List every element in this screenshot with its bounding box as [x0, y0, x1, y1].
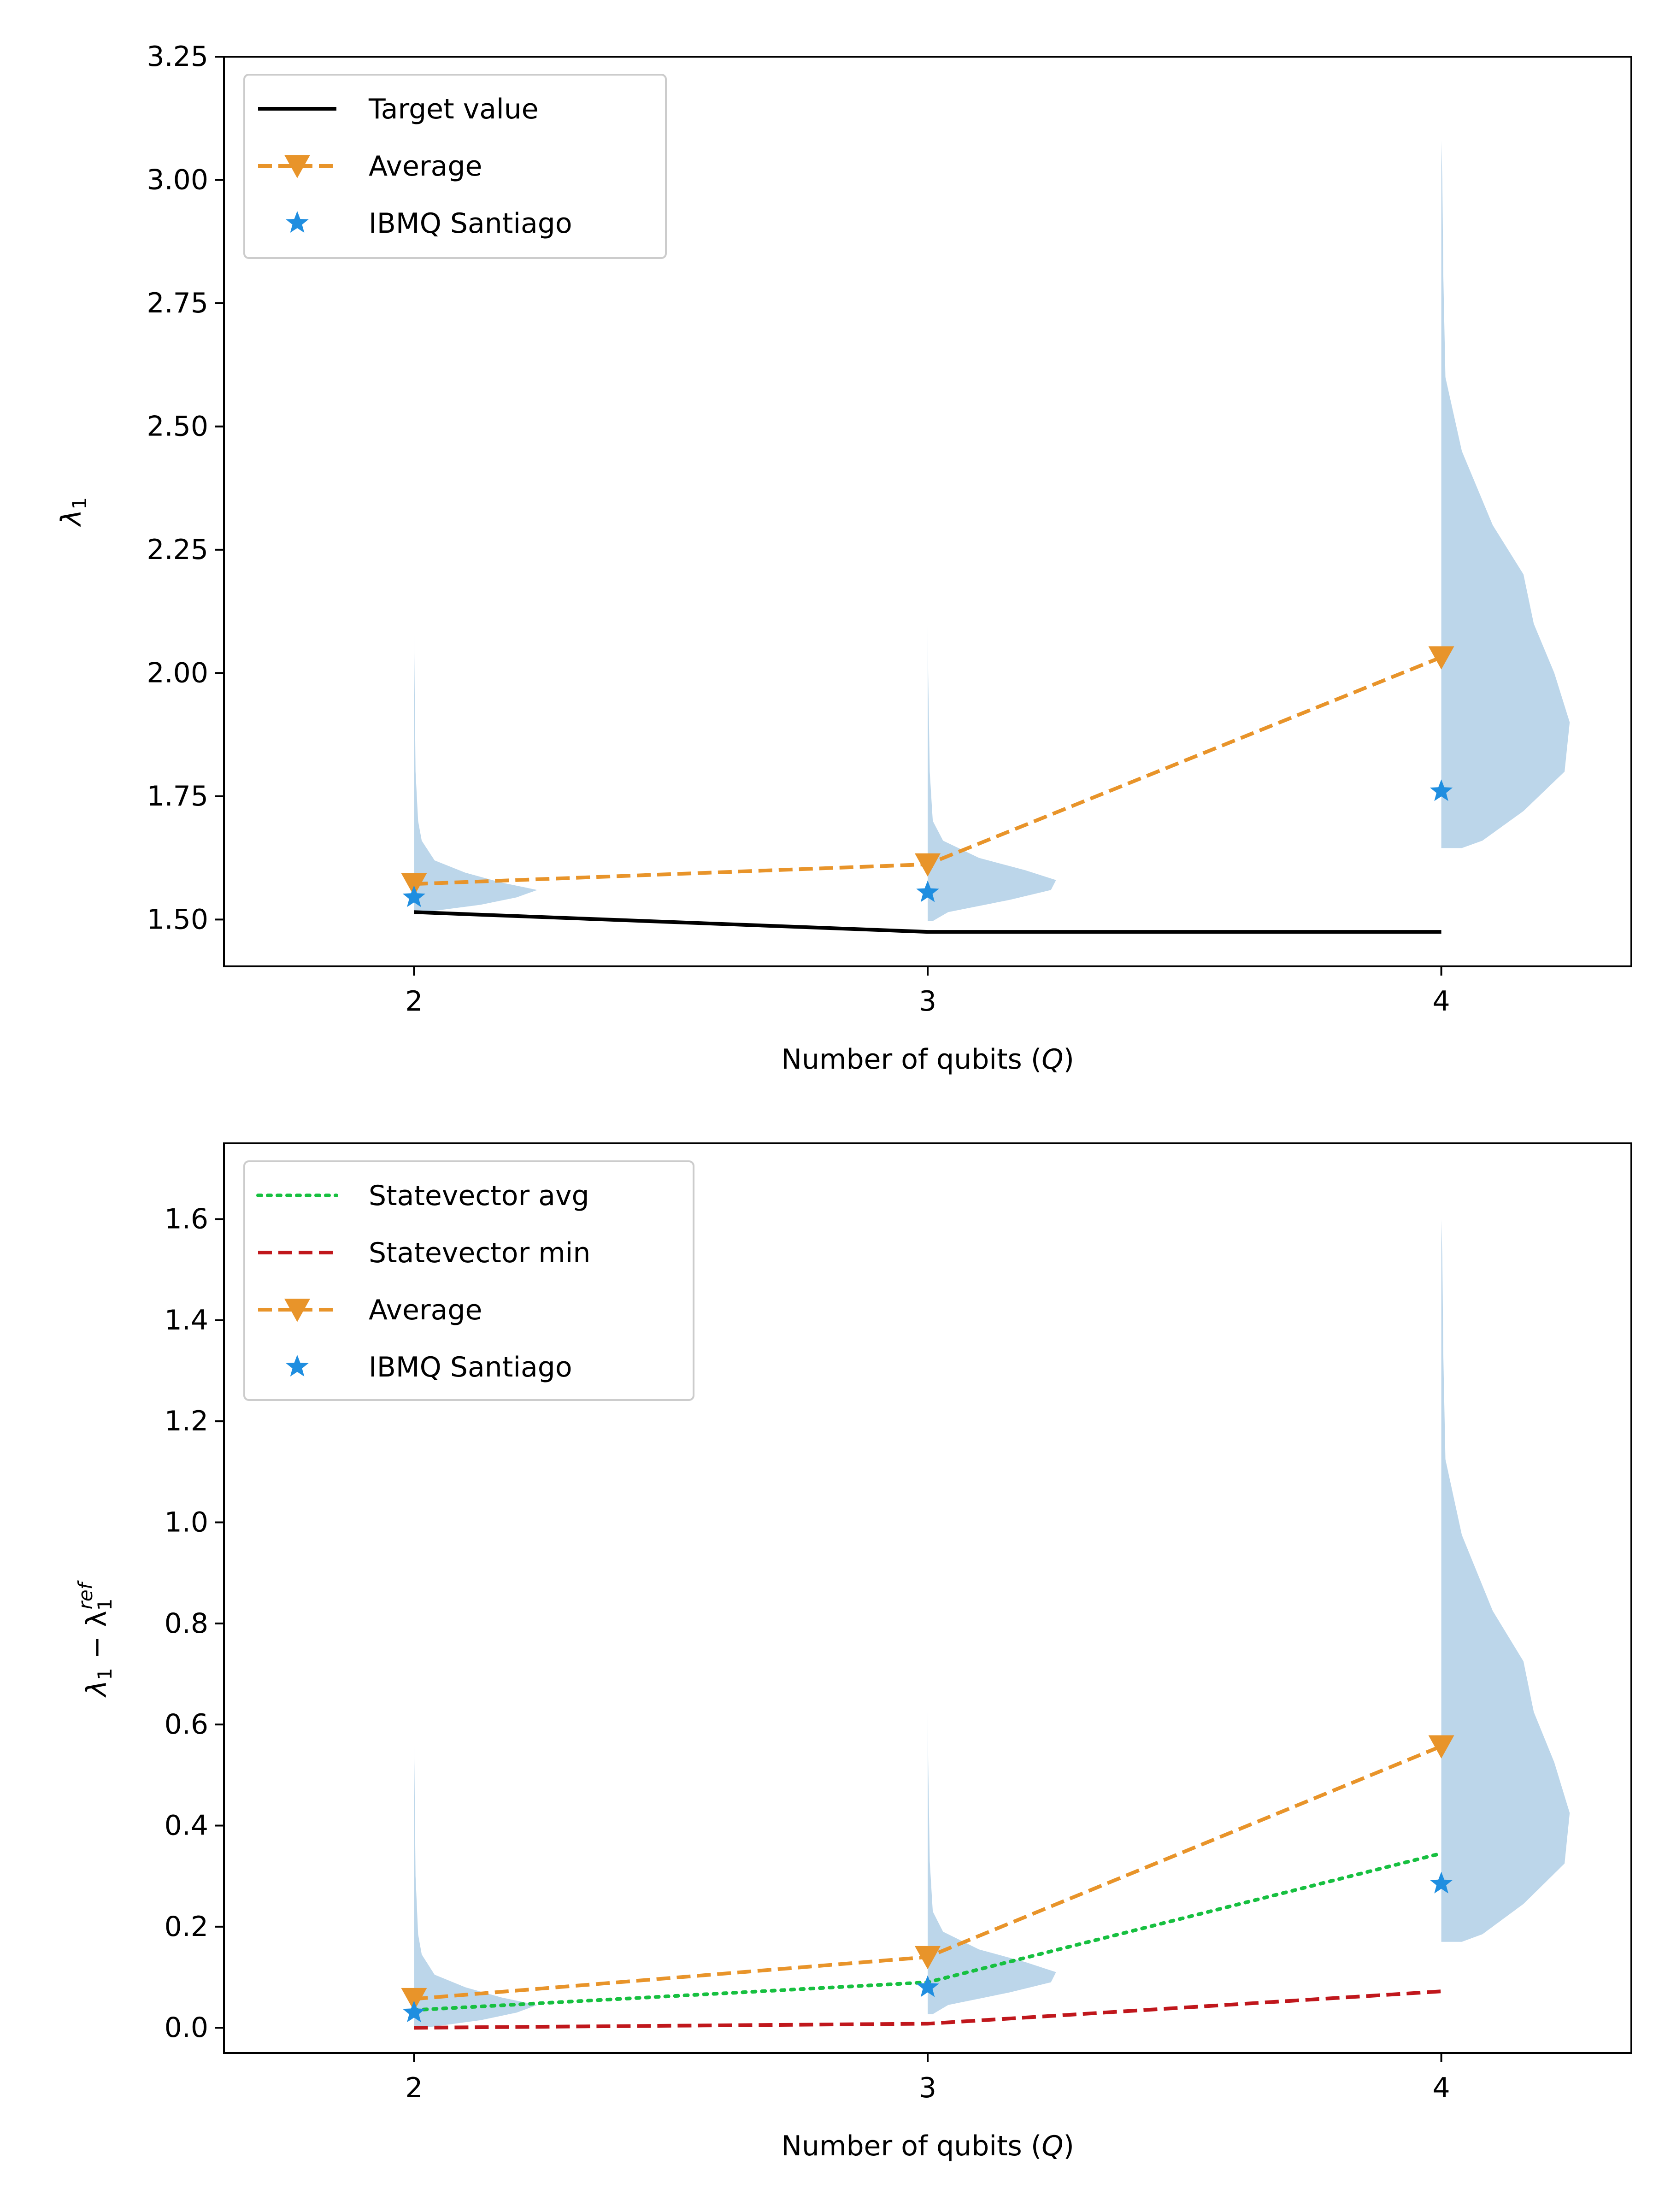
top-xtick-label: 4	[1433, 985, 1450, 1018]
bottom-legend-statevector-min-label: Statevector min	[369, 1237, 590, 1269]
bottom-x-axis-label: Number of qubits (Q)	[781, 2130, 1074, 2162]
top-legend: Target value Average IBMQ Santiago	[243, 74, 667, 259]
top-ytick-label: 2.50	[147, 410, 208, 442]
top-ytick-label: 2.75	[147, 287, 208, 319]
bottom-legend: Statevector avg Statevector min Average IBM…	[243, 1160, 694, 1401]
top-xtick-label: 3	[919, 985, 936, 1018]
top-violin-q4	[1441, 140, 1570, 848]
bottom-xtick-label: 3	[919, 2072, 936, 2104]
bottom-xtick-label: 2	[405, 2072, 423, 2104]
bottom-legend-box	[243, 1160, 694, 1401]
bottom-ytick-label: 0.0	[165, 2012, 208, 2044]
bottom-y-axis-label: λ1 − λ1ref	[74, 1580, 116, 1698]
bottom-ibmq-santiago-marker-q3	[916, 1975, 939, 1997]
bottom-legend-ibmq-santiago-marker	[286, 1355, 309, 1377]
top-ytick-label: 3.25	[147, 41, 208, 73]
top-x-axis-label: Number of qubits (Q)	[781, 1043, 1074, 1076]
top-y-axis-label: λ1	[55, 497, 91, 527]
top-ibmq-santiago-marker-q2	[402, 885, 426, 907]
top-target-value-line	[414, 910, 1441, 934]
top-legend-ibmq-santiago-marker	[286, 211, 309, 233]
bottom-average-marker-q2	[401, 1988, 427, 2012]
bottom-ytick-label: 0.4	[165, 1810, 208, 1842]
top-violin-q2	[414, 629, 537, 912]
top-ytick-label: 3.00	[147, 164, 208, 196]
bottom-axes: 0.0 0.2 0.4 0.6 0.8 1.0 1.2 1.4 1.6 2 3 4	[165, 1142, 1632, 2104]
bottom-legend-average-marker	[284, 1299, 310, 1322]
top-legend-ibmq-santiago-label: IBMQ Santiago	[369, 207, 572, 240]
bottom-panel: 0.0 0.2 0.4 0.6 0.8 1.0 1.2 1.4 1.6 2 3 4 Number of…	[74, 1142, 1632, 2162]
top-violin-q3	[928, 624, 1056, 921]
top-axes: 1.50 1.75 2.00 2.25 2.50 2.75 3.00 3.25 2 3 4	[147, 41, 1632, 1018]
bottom-legend-average-label: Average	[369, 1294, 482, 1326]
top-legend-box	[243, 74, 667, 259]
top-average-marker-q4	[1428, 646, 1454, 670]
top-ytick-label: 2.00	[147, 657, 208, 689]
top-panel: 1.50 1.75 2.00 2.25 2.50 2.75 3.00 3.25 2 3 4 Numb…	[55, 41, 1632, 1076]
bottom-ytick-label: 1.4	[165, 1304, 208, 1336]
top-series	[401, 646, 1454, 934]
bottom-ytick-label: 0.2	[165, 1911, 208, 1943]
bottom-xtick-label: 4	[1433, 2072, 1450, 2104]
top-ytick-label: 1.50	[147, 903, 208, 935]
bottom-ytick-label: 1.6	[165, 1203, 208, 1235]
bottom-ytick-label: 0.6	[165, 1708, 208, 1741]
bottom-series	[401, 1735, 1454, 2030]
bottom-ytick-label: 1.2	[165, 1405, 208, 1437]
bottom-legend-ibmq-santiago-label: IBMQ Santiago	[369, 1351, 572, 1383]
bottom-violin-q3	[928, 1709, 1056, 2014]
top-xtick-label: 2	[405, 985, 423, 1018]
bottom-violin-q4	[1441, 1219, 1570, 1942]
top-ytick-label: 1.75	[147, 780, 208, 812]
bottom-ytick-label: 1.0	[165, 1506, 208, 1539]
top-ytick-label: 2.25	[147, 534, 208, 566]
bottom-ibmq-santiago-marker-q2	[402, 2000, 426, 2023]
top-average-marker-q3	[915, 853, 941, 877]
bottom-average-marker-q4	[1428, 1735, 1454, 1759]
bottom-legend-statevector-avg-label: Statevector avg	[369, 1180, 589, 1212]
top-legend-target-value-label: Target value	[368, 93, 539, 125]
top-average-marker-q2	[401, 873, 427, 896]
bottom-statevector-min-line	[414, 1989, 1441, 2030]
top-legend-average-label: Average	[369, 150, 482, 182]
top-ibmq-santiago-marker-q4	[1430, 779, 1453, 801]
bottom-ibmq-santiago-marker-q4	[1430, 1871, 1453, 1894]
bottom-average-marker-q3	[915, 1946, 941, 1970]
bottom-ytick-label: 0.8	[165, 1607, 208, 1640]
top-legend-average-marker	[284, 155, 310, 178]
top-ibmq-santiago-marker-q3	[916, 880, 939, 902]
bottom-violin-q2	[414, 1740, 537, 2028]
